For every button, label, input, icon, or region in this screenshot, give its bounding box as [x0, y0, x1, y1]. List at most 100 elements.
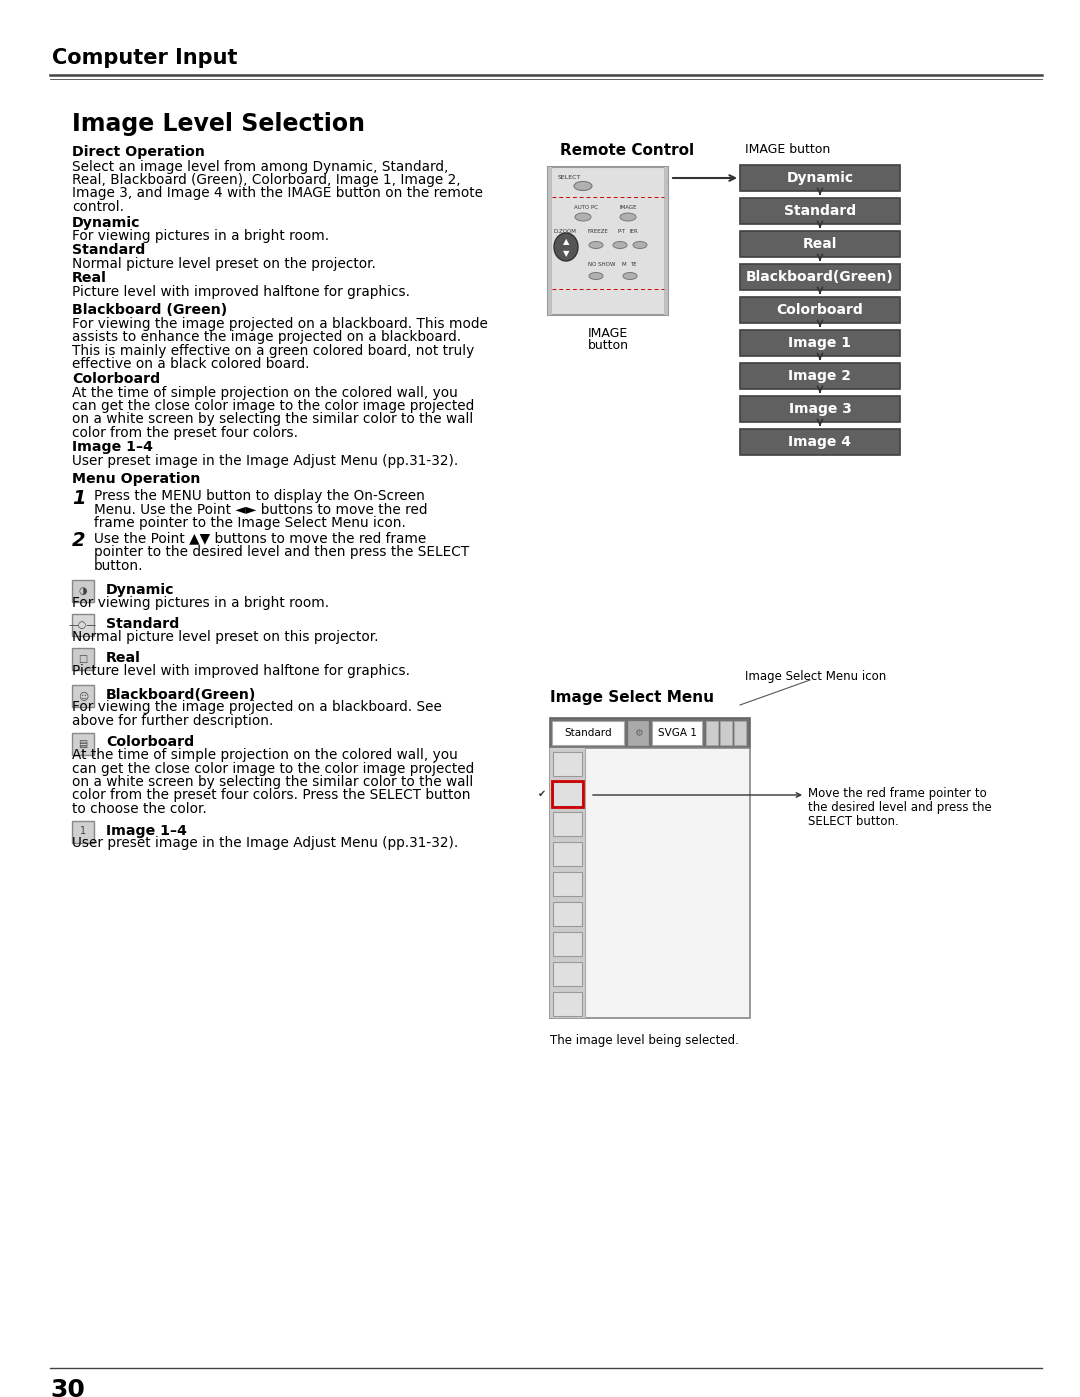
- Text: User preset image in the Image Adjust Menu (pp.31-32).: User preset image in the Image Adjust Me…: [72, 454, 458, 468]
- Text: Image 4: Image 4: [788, 434, 851, 448]
- Text: Real: Real: [72, 271, 107, 285]
- FancyBboxPatch shape: [740, 330, 900, 356]
- Text: IMAGE button: IMAGE button: [745, 142, 831, 156]
- FancyBboxPatch shape: [740, 198, 900, 224]
- Text: Press the MENU button to display the On-Screen: Press the MENU button to display the On-…: [94, 489, 424, 503]
- Text: Standard: Standard: [564, 728, 611, 738]
- Text: button.: button.: [94, 559, 144, 573]
- Text: □: □: [79, 654, 87, 664]
- Text: Colorboard: Colorboard: [106, 735, 194, 750]
- Text: Menu. Use the Point ◄► buttons to move the red: Menu. Use the Point ◄► buttons to move t…: [94, 503, 428, 517]
- FancyBboxPatch shape: [548, 168, 669, 314]
- FancyBboxPatch shape: [550, 718, 750, 747]
- Text: Image Select Menu: Image Select Menu: [550, 690, 714, 705]
- Text: Direct Operation: Direct Operation: [72, 145, 205, 159]
- Text: to choose the color.: to choose the color.: [72, 802, 206, 816]
- Text: Image 2: Image 2: [788, 369, 851, 383]
- Text: TE: TE: [630, 263, 636, 267]
- Text: User preset image in the Image Adjust Menu (pp.31-32).: User preset image in the Image Adjust Me…: [72, 835, 458, 849]
- Text: on a white screen by selecting the similar color to the wall: on a white screen by selecting the simil…: [72, 775, 473, 789]
- Text: IER: IER: [630, 229, 638, 235]
- Text: Remote Control: Remote Control: [561, 142, 694, 158]
- Text: ▲: ▲: [563, 237, 569, 246]
- Ellipse shape: [554, 233, 578, 261]
- Text: ▼: ▼: [563, 249, 569, 258]
- Text: Colorboard: Colorboard: [777, 303, 863, 317]
- Ellipse shape: [613, 242, 627, 249]
- Ellipse shape: [573, 182, 592, 190]
- Text: M: M: [622, 263, 626, 267]
- Text: Normal picture level preset on this projector.: Normal picture level preset on this proj…: [72, 630, 378, 644]
- Text: AUTO PC: AUTO PC: [573, 205, 598, 210]
- Text: 30: 30: [50, 1377, 85, 1397]
- Text: ◑: ◑: [79, 585, 87, 597]
- Text: FREEZE: FREEZE: [588, 229, 609, 235]
- Text: Real: Real: [106, 651, 140, 665]
- Text: Use the Point ▲▼ buttons to move the red frame: Use the Point ▲▼ buttons to move the red…: [94, 531, 427, 545]
- Text: Computer Input: Computer Input: [52, 47, 238, 68]
- FancyBboxPatch shape: [734, 721, 746, 745]
- Text: For viewing the image projected on a blackboard. This mode: For viewing the image projected on a bla…: [72, 317, 488, 331]
- Text: The image level being selected.: The image level being selected.: [550, 1034, 739, 1046]
- Text: SELECT: SELECT: [558, 175, 581, 180]
- FancyBboxPatch shape: [553, 902, 582, 926]
- Text: color from the preset four colors.: color from the preset four colors.: [72, 426, 298, 440]
- Text: Standard: Standard: [106, 617, 179, 631]
- Text: SELECT button.: SELECT button.: [808, 814, 899, 828]
- Text: Picture level with improved halftone for graphics.: Picture level with improved halftone for…: [72, 285, 410, 299]
- FancyBboxPatch shape: [740, 363, 900, 388]
- Text: At the time of simple projection on the colored wall, you: At the time of simple projection on the …: [72, 386, 458, 400]
- FancyBboxPatch shape: [72, 648, 94, 671]
- Text: pointer to the desired level and then press the SELECT: pointer to the desired level and then pr…: [94, 545, 469, 559]
- FancyBboxPatch shape: [740, 165, 900, 191]
- Text: above for further description.: above for further description.: [72, 714, 273, 728]
- Text: At the time of simple projection on the colored wall, you: At the time of simple projection on the …: [72, 747, 458, 761]
- Text: Menu Operation: Menu Operation: [72, 472, 201, 486]
- Text: can get the close color image to the color image projected: can get the close color image to the col…: [72, 400, 474, 414]
- FancyBboxPatch shape: [553, 992, 582, 1016]
- Text: the desired level and press the: the desired level and press the: [808, 800, 991, 814]
- FancyBboxPatch shape: [72, 685, 94, 707]
- Text: effective on a black colored board.: effective on a black colored board.: [72, 358, 310, 372]
- Text: D.ZOOM: D.ZOOM: [553, 229, 576, 235]
- Text: For viewing the image projected on a blackboard. See: For viewing the image projected on a bla…: [72, 700, 442, 714]
- FancyBboxPatch shape: [72, 615, 94, 636]
- Text: Image 3: Image 3: [788, 402, 851, 416]
- Text: can get the close color image to the color image projected: can get the close color image to the col…: [72, 761, 474, 775]
- Text: 1: 1: [72, 489, 85, 509]
- Text: Move the red frame pointer to: Move the red frame pointer to: [808, 787, 987, 800]
- Text: Image 3, and Image 4 with the IMAGE button on the remote: Image 3, and Image 4 with the IMAGE butt…: [72, 187, 483, 201]
- Text: on a white screen by selecting the similar color to the wall: on a white screen by selecting the simil…: [72, 412, 473, 426]
- FancyBboxPatch shape: [548, 168, 552, 314]
- Text: P-T: P-T: [618, 229, 626, 235]
- Text: Image Select Menu icon: Image Select Menu icon: [745, 671, 887, 683]
- FancyBboxPatch shape: [720, 721, 732, 745]
- FancyBboxPatch shape: [627, 721, 648, 745]
- Text: ☺: ☺: [78, 692, 89, 701]
- Text: —○—: —○—: [69, 620, 97, 630]
- Text: Real: Real: [802, 237, 837, 251]
- Ellipse shape: [589, 272, 603, 279]
- Text: Normal picture level preset on the projector.: Normal picture level preset on the proje…: [72, 257, 376, 271]
- Text: IMAGE: IMAGE: [619, 205, 636, 210]
- Text: Blackboard(Green): Blackboard(Green): [106, 687, 256, 703]
- Text: Image 1–4: Image 1–4: [72, 440, 153, 454]
- Text: frame pointer to the Image Select Menu icon.: frame pointer to the Image Select Menu i…: [94, 515, 406, 529]
- Ellipse shape: [633, 242, 647, 249]
- Text: 2: 2: [72, 531, 85, 550]
- Text: Image 1–4: Image 1–4: [106, 823, 187, 837]
- Text: Image Level Selection: Image Level Selection: [72, 112, 365, 136]
- Text: Image 1: Image 1: [788, 337, 851, 351]
- FancyBboxPatch shape: [553, 842, 582, 866]
- Text: Standard: Standard: [784, 204, 856, 218]
- Text: control.: control.: [72, 200, 124, 214]
- Text: This is mainly effective on a green colored board, not truly: This is mainly effective on a green colo…: [72, 344, 474, 358]
- Text: NO SHOW: NO SHOW: [588, 263, 616, 267]
- Text: Picture level with improved halftone for graphics.: Picture level with improved halftone for…: [72, 664, 410, 678]
- Ellipse shape: [575, 212, 591, 221]
- Text: Select an image level from among Dynamic, Standard,: Select an image level from among Dynamic…: [72, 159, 448, 173]
- Ellipse shape: [620, 212, 636, 221]
- Text: Dynamic: Dynamic: [106, 583, 175, 597]
- Text: Dynamic: Dynamic: [786, 170, 853, 184]
- Text: Real, Blackboard (Green), Colorboard, Image 1, Image 2,: Real, Blackboard (Green), Colorboard, Im…: [72, 173, 461, 187]
